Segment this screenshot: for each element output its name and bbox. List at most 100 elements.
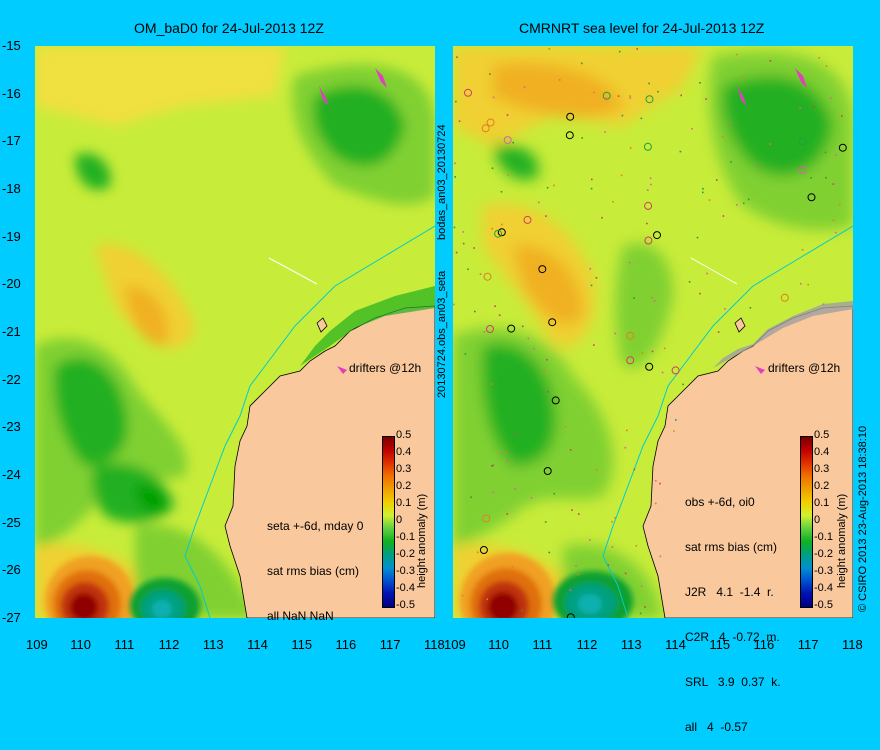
longitude-tick: 117 (797, 637, 819, 652)
latitude-tick: -22 (2, 371, 21, 387)
observation-marker (635, 545, 638, 547)
longitude-tick: 113 (620, 637, 642, 652)
observation-marker (648, 82, 650, 85)
observation-marker (769, 60, 772, 62)
observation-marker (453, 226, 456, 229)
observation-marker (730, 161, 732, 163)
observation-marker (708, 199, 711, 201)
observation-marker (467, 268, 469, 271)
observation-marker (716, 179, 718, 181)
longitude-tick: 110 (70, 637, 91, 652)
observation-marker (506, 460, 509, 462)
observation-marker (507, 324, 516, 333)
observation-marker (486, 598, 488, 601)
colorbar-tick: -0.5 (396, 599, 415, 611)
observation-marker (645, 362, 654, 371)
observation-marker (626, 331, 635, 340)
observation-marker (612, 200, 614, 203)
observation-marker (454, 176, 456, 178)
observation-marker (564, 425, 567, 428)
observation-marker (747, 198, 750, 201)
observation-marker (569, 589, 572, 592)
right-stats-box: obs +-6d, oi0 sat rms bias (cm) J2R 4.1 … (685, 465, 781, 750)
observation-marker (736, 204, 738, 206)
observation-marker (548, 318, 557, 327)
right-stat-line: C2R 4 -0.72 m. (685, 630, 780, 644)
longitude-tick: 115 (291, 637, 313, 652)
observation-marker (543, 369, 546, 372)
observation-marker (659, 555, 662, 558)
observation-marker (601, 216, 603, 219)
longitude-tick: 109 (444, 637, 466, 652)
observation-marker (810, 177, 812, 179)
observation-marker (673, 430, 675, 432)
observation-marker (503, 136, 512, 145)
observation-marker (780, 293, 789, 302)
observation-marker (498, 314, 501, 316)
observation-marker (581, 137, 583, 139)
observation-marker (482, 514, 491, 523)
right-colorbar (800, 436, 813, 608)
observation-marker (486, 118, 495, 127)
observation-marker (481, 124, 490, 133)
observation-marker (729, 122, 732, 124)
observation-marker (640, 585, 643, 587)
observation-marker (489, 73, 491, 75)
colorbar-tick: 0 (396, 514, 403, 526)
observation-marker (538, 201, 540, 204)
left-stat-line: all NaN NaN (267, 609, 334, 623)
latitude-tick: -20 (2, 276, 21, 292)
observation-marker (591, 178, 593, 181)
colorbar-tick: 0.3 (396, 463, 412, 475)
right-anomaly-field (453, 46, 853, 618)
observation-marker (705, 98, 707, 100)
left-stat-line: sat rms bias (cm) (267, 564, 360, 578)
observation-marker (702, 191, 704, 194)
observation-marker (521, 325, 524, 328)
observation-marker (486, 325, 494, 333)
right-warm-eddy (460, 553, 556, 618)
longitude-tick: 116 (335, 637, 357, 652)
observation-marker (491, 167, 494, 169)
observation-marker (565, 131, 574, 140)
observation-marker (621, 114, 624, 117)
colorbar-tick: 0.4 (396, 446, 412, 458)
observation-marker (553, 492, 556, 495)
cold-eddy (130, 578, 200, 618)
longitude-tick: 118 (424, 637, 445, 652)
left-colorbar (382, 436, 395, 608)
observation-marker (593, 91, 595, 94)
observation-marker (530, 497, 533, 499)
colorbar-tick: 0 (814, 514, 821, 526)
longitude-tick: 114 (247, 637, 268, 652)
observation-marker (830, 97, 832, 99)
colorbar-tick: 0.5 (814, 429, 830, 441)
observation-marker (456, 56, 458, 58)
colorbar-tick: -0.2 (814, 548, 833, 560)
observation-marker (724, 308, 726, 310)
observation-marker (464, 88, 472, 97)
latitude-tick: -15 (2, 38, 21, 53)
observation-marker (620, 174, 623, 177)
observation-marker (479, 546, 488, 554)
observation-marker (473, 247, 475, 249)
latitude-tick: -27 (2, 610, 21, 625)
observation-marker (646, 189, 649, 191)
observation-marker (825, 176, 827, 179)
observation-marker (835, 231, 837, 234)
longitude-tick: 114 (665, 637, 686, 652)
observation-marker (538, 265, 547, 274)
right-cold-eddy (553, 571, 633, 618)
right-stat-line: obs +-6d, oi0 (685, 495, 755, 509)
observation-marker (453, 303, 455, 306)
observation-marker (655, 502, 657, 505)
colorbar-tick: 0.1 (396, 497, 412, 509)
observation-marker (722, 215, 725, 217)
right-panel-title: CMRNRT sea level for 24-Jul-2013 12Z (519, 20, 765, 36)
observation-marker (624, 446, 627, 449)
observation-marker (506, 114, 509, 116)
observation-marker (675, 419, 677, 421)
colorbar-tick: 0.3 (814, 463, 830, 475)
observation-marker (581, 62, 583, 65)
observation-marker (546, 358, 548, 361)
